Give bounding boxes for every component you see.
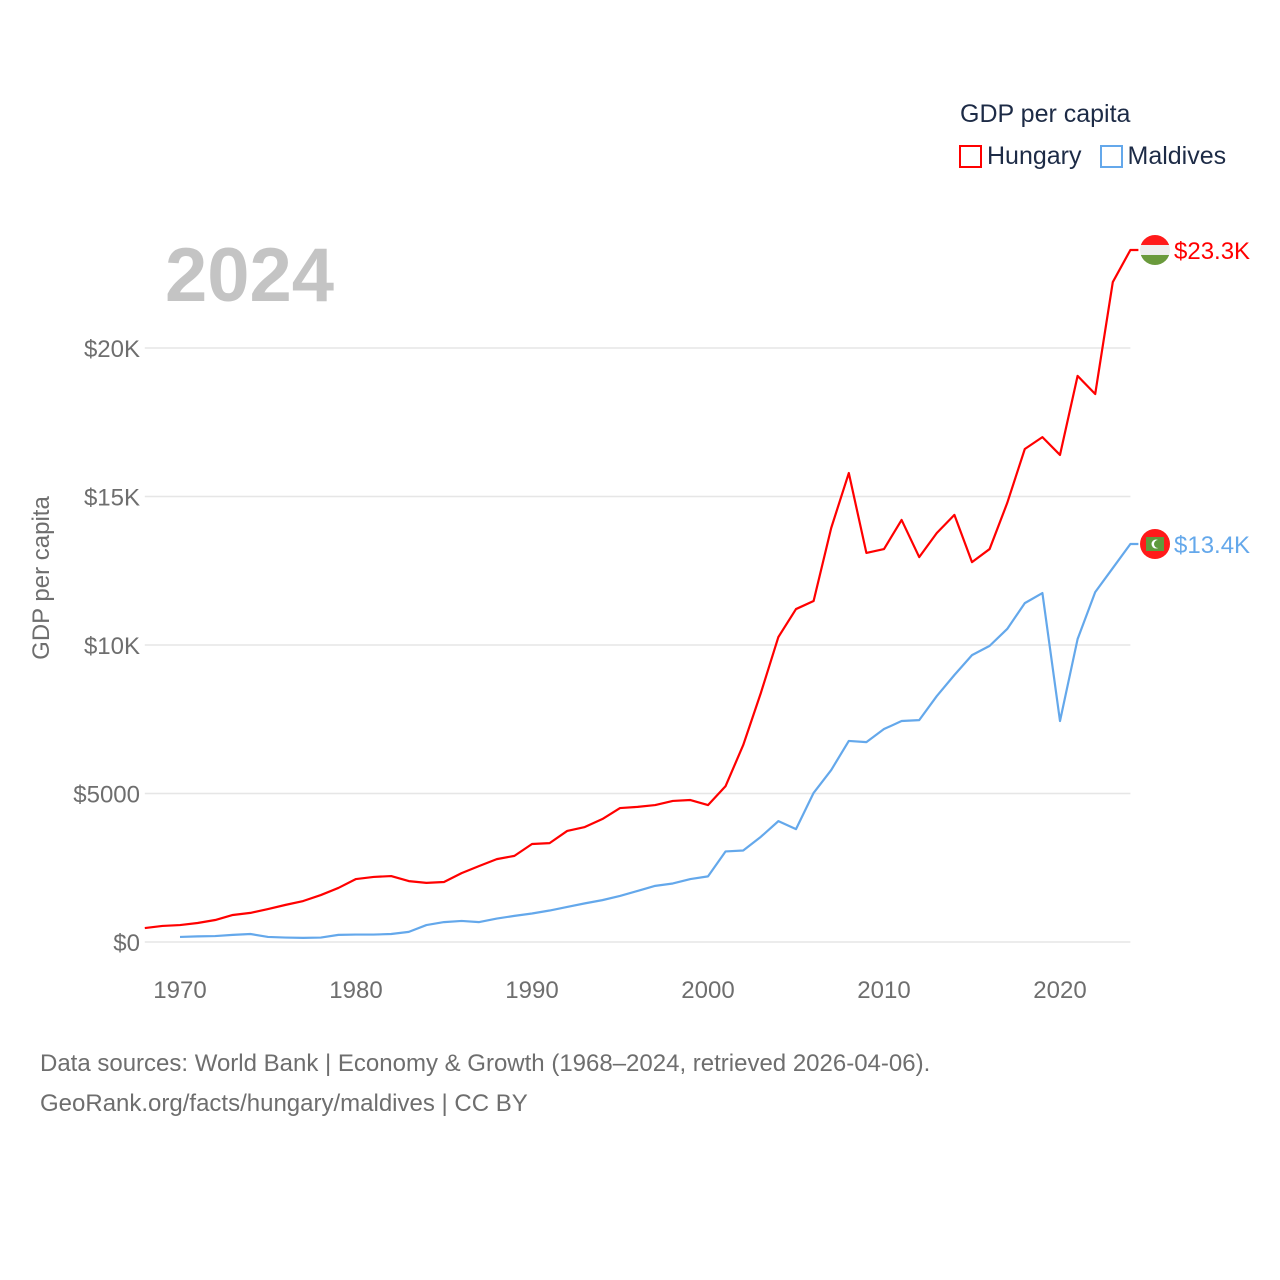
hungary-flag-icon (1140, 234, 1170, 265)
attribution-link[interactable]: GeoRank.org/facts/hungary/maldives | CC … (40, 1090, 528, 1117)
series-line-hungary (144, 248, 1139, 930)
x-tick-label: 2000 (681, 977, 734, 1004)
series-line-maldives (179, 542, 1139, 939)
legend-swatch (1099, 145, 1123, 168)
legend-swatch (959, 145, 982, 168)
y-tick-label: $15K (84, 485, 140, 512)
x-tick-label: 1970 (153, 977, 206, 1004)
x-tick-label: 1980 (329, 977, 382, 1004)
end-value-label: $13.4K (1174, 532, 1250, 559)
legend-title: GDP per capita (960, 100, 1131, 128)
source-line: Data sources: World Bank | Economy & Gro… (40, 1050, 931, 1077)
legend-item-maldives[interactable]: Maldives (1099, 142, 1227, 171)
y-tick-label: $5000 (73, 782, 140, 809)
y-tick-label: $0 (113, 930, 140, 957)
legend-item-hungary[interactable]: Hungary (959, 142, 1082, 171)
x-tick-label: 1990 (505, 977, 558, 1004)
x-tick-label: 2010 (857, 977, 910, 1004)
year-label: 2024 (165, 233, 335, 318)
y-tick-label: $10K (84, 633, 140, 660)
y-tick-label: $20K (84, 336, 140, 363)
end-value-label: $23.3K (1174, 238, 1250, 265)
legend-label: Hungary (987, 142, 1082, 170)
legend: Hungary Maldives (959, 142, 1226, 171)
footer: Data sources: World Bank | Economy & Gro… (40, 1044, 930, 1124)
x-tick-label: 2020 (1033, 977, 1086, 1004)
legend-label: Maldives (1127, 142, 1227, 170)
maldives-flag-icon (1140, 529, 1170, 560)
